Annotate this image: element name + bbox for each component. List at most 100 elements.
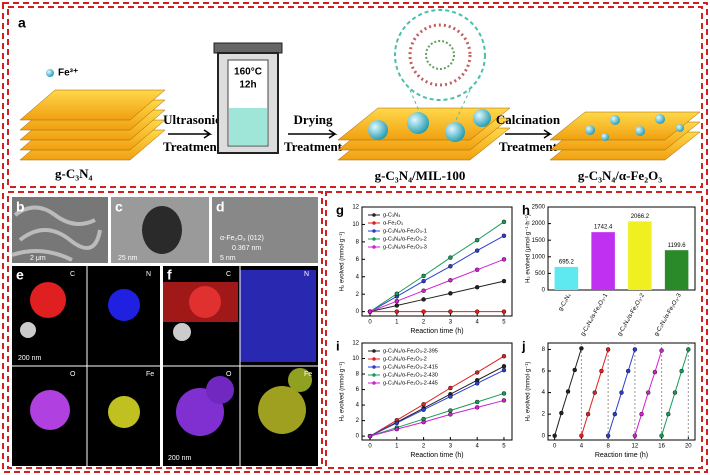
- legend-marker: [372, 365, 376, 369]
- mil-stack: [337, 9, 511, 161]
- element-label: Fe: [304, 371, 312, 378]
- point: [659, 348, 664, 353]
- point: [501, 391, 507, 396]
- step-label: Treatment: [499, 139, 558, 154]
- point: [605, 433, 611, 438]
- point: [679, 368, 684, 374]
- plot-frame: [547, 342, 696, 441]
- scale-bar: 200 nm: [168, 455, 192, 462]
- x-tick-label: 4: [476, 444, 480, 450]
- element-label: C: [226, 271, 231, 278]
- point: [448, 309, 453, 314]
- point: [632, 433, 638, 438]
- panel-label: e: [16, 267, 24, 283]
- point: [501, 278, 507, 284]
- x-tick-label: g-C₃N₄/α-Fe₂O₃-1: [580, 292, 609, 337]
- legend-marker: [372, 213, 376, 217]
- point: [421, 309, 426, 314]
- panel-bf-border: [7, 191, 323, 469]
- legend-label: g-C₃N₄/α-Fe₂O₃-2-430: [383, 372, 438, 378]
- panel-label: i: [336, 338, 340, 353]
- y-tick-label: 500: [535, 271, 546, 277]
- point: [612, 411, 618, 417]
- legend-label: g-C₃N₄: [383, 212, 401, 218]
- point: [367, 309, 373, 314]
- legend-marker: [372, 221, 376, 225]
- x-tick-label: 0: [368, 320, 372, 326]
- point: [579, 346, 584, 351]
- plot-frame: [361, 342, 513, 441]
- y-tick-label: 8: [356, 239, 360, 245]
- lattice-spacing: 0.367 nm: [232, 245, 261, 252]
- legend-label: α-Fe₂O₃: [383, 220, 403, 226]
- point: [559, 410, 564, 416]
- scale-bar: 200 nm: [18, 355, 42, 362]
- scale-bar: 25 nm: [118, 255, 138, 262]
- legend-label: g-C₃N₄/α-Fe₂O₃-2-415: [383, 364, 438, 370]
- point: [367, 433, 373, 439]
- point: [579, 433, 584, 438]
- bar: [664, 250, 689, 290]
- y-tick-label: 10: [352, 222, 359, 228]
- x-tick-label: g-C₃N₄: [558, 292, 573, 312]
- point: [421, 419, 426, 425]
- point: [474, 399, 480, 405]
- ion-icon: [46, 69, 54, 77]
- sheet-stack: [19, 89, 166, 161]
- series-line: [369, 392, 505, 437]
- point: [501, 233, 507, 238]
- panel-label: b: [16, 199, 25, 215]
- panel-label: h: [522, 202, 530, 217]
- x-tick-label: 3: [449, 320, 453, 326]
- y-tick-label: 2500: [532, 205, 546, 211]
- point: [394, 291, 400, 296]
- point: [394, 420, 400, 426]
- point: [448, 394, 453, 399]
- arrow: [505, 129, 553, 139]
- y-tick-label: 10: [352, 356, 359, 362]
- point: [394, 426, 400, 432]
- y-tick-label: 6: [356, 257, 360, 263]
- eds-maps: [12, 266, 318, 466]
- x-axis-label: Reaction time (h): [595, 452, 648, 459]
- point: [421, 278, 426, 284]
- point: [501, 364, 507, 369]
- element-label: N: [304, 271, 309, 278]
- point: [619, 390, 624, 395]
- y-tick-label: 0: [542, 288, 546, 294]
- point: [501, 398, 507, 403]
- y-axis-label: H₂ evolved (mmol·g⁻¹): [526, 362, 532, 422]
- step-label: Ultrasonic: [163, 112, 221, 127]
- x-tick-label: 5: [502, 444, 506, 450]
- point: [448, 255, 453, 260]
- lattice-label: α-Fe₂O₃ (012): [220, 235, 264, 242]
- series-line: [369, 221, 505, 313]
- legend-label: g-C₃N₄/α-Fe₂O₃-2: [383, 236, 427, 242]
- panel-label: f: [167, 267, 172, 283]
- panel-gj-border: [325, 191, 703, 469]
- scale-bar: 2 μm: [30, 255, 46, 262]
- ion-label: Fe³⁺: [58, 68, 78, 79]
- panel-label: d: [216, 199, 225, 215]
- y-tick-label: 2000: [532, 221, 546, 227]
- element-label: O: [226, 371, 232, 378]
- point: [448, 264, 453, 269]
- texture: [11, 205, 102, 262]
- y-axis-label: H₂ evolved (mmol·g⁻¹): [340, 362, 346, 422]
- bar: [554, 266, 579, 290]
- x-tick-label: 8: [606, 444, 610, 450]
- legend-marker: [372, 245, 376, 249]
- legend-marker: [372, 373, 376, 377]
- step-label: Calcination: [496, 112, 561, 127]
- point: [501, 257, 507, 262]
- point: [474, 309, 480, 314]
- series-line: [369, 399, 505, 437]
- point: [474, 267, 480, 272]
- y-tick-label: 0: [542, 433, 546, 439]
- legend-label: g-C₃N₄/α-Fe₂O₃-2-445: [383, 380, 438, 386]
- step-label: Drying: [294, 112, 334, 127]
- element-label: C: [70, 271, 75, 278]
- legend-label: g-C₃N₄/α-Fe₂O₃-2-395: [383, 348, 438, 354]
